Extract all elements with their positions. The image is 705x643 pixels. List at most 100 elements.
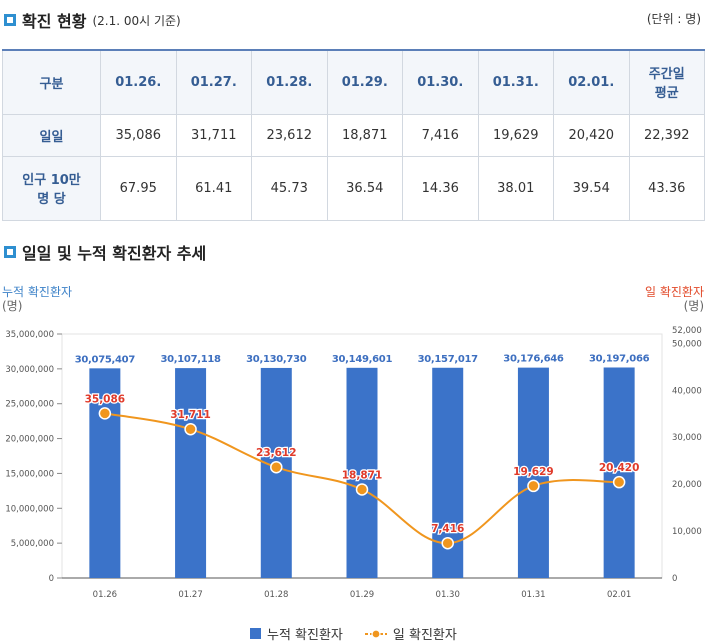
section-square-icon	[4, 14, 16, 26]
legend-bar-swatch	[250, 628, 261, 639]
table-cell: 38.01	[477, 155, 554, 221]
table-cell: 7,416	[402, 113, 479, 157]
header-line: 평균	[654, 86, 679, 102]
table-cell: 36.54	[326, 155, 403, 221]
table-cell: 31,711	[175, 113, 252, 157]
line-data-label: 18,871	[342, 469, 383, 481]
table-header-cell: 02.01.	[553, 49, 630, 115]
line-data-label: 7,416	[431, 523, 464, 535]
line-point	[184, 422, 197, 436]
table-header-cell: 01.28.	[251, 49, 328, 115]
line-data-label: 35,086	[85, 393, 126, 405]
x-axis-tick-label: 02.01	[607, 590, 631, 600]
x-axis-tick-label: 01.30	[436, 590, 460, 600]
line-point	[441, 536, 454, 550]
row-label-line: 인구 10만	[22, 173, 81, 188]
right-axis-unit: (명)	[683, 299, 704, 313]
bar-data-label: 30,075,407	[75, 354, 136, 365]
bar-data-label: 30,176,646	[503, 354, 564, 365]
bar-data-label: 30,130,730	[246, 354, 307, 365]
left-axis-tick-label: 30,000,000	[5, 365, 54, 375]
header-line: 주간일	[648, 67, 685, 83]
legend-line-label: 일 확진환자	[392, 628, 457, 643]
row-label-line: 명 당	[37, 192, 66, 207]
right-axis-tick-label: 20,000	[672, 480, 702, 490]
table-header-cell: 구분	[2, 49, 101, 115]
bar-data-label: 30,157,017	[418, 354, 479, 365]
status-title: 확진 현황	[22, 12, 87, 31]
bar	[603, 367, 635, 578]
table-header-cell: 01.29.	[326, 49, 403, 115]
legend-bar-label: 누적 확진환자	[267, 628, 343, 643]
left-axis-unit: (명)	[2, 299, 23, 313]
x-axis-tick-label: 01.27	[178, 590, 202, 600]
x-axis-tick-label: 01.29	[350, 590, 374, 600]
right-axis-tick-label: 10,000	[672, 527, 702, 537]
line-point	[355, 483, 369, 496]
table-cell: 23,612	[251, 113, 328, 157]
table-header-cell: 01.30.	[402, 49, 479, 115]
line-point	[98, 407, 112, 420]
trend-section-header: 일일 및 누적 확진환자 추세	[0, 240, 206, 264]
table-header-cell: 01.26.	[100, 49, 177, 115]
line-data-label: 31,711	[170, 409, 211, 421]
status-subtitle: (2.1. 00시 기준)	[92, 13, 181, 28]
table-header-cell-average: 주간일 평균	[628, 49, 705, 115]
table-header-row: 구분 01.26. 01.27. 01.28. 01.29. 01.30. 01…	[2, 49, 705, 115]
table-cell: 14.36	[402, 155, 479, 221]
bar	[89, 368, 121, 578]
table-header-cell: 01.27.	[175, 49, 252, 115]
left-axis-tick-label: 35,000,000	[5, 330, 54, 340]
status-section-header: 확진 현황 (2.1. 00시 기준)	[0, 8, 181, 32]
x-axis-tick-label: 01.28	[264, 590, 288, 600]
status-table: 구분 01.26. 01.27. 01.28. 01.29. 01.30. 01…	[2, 49, 705, 221]
section-square-icon	[4, 246, 16, 258]
table-cell: 19,629	[477, 113, 554, 157]
legend-line-swatch	[364, 628, 387, 639]
line-data-label: 20,420	[599, 462, 640, 474]
trend-title: 일일 및 누적 확진환자 추세	[22, 244, 207, 263]
right-axis-tick-label: 50,000	[672, 339, 702, 349]
table-cell: 45.73	[251, 155, 328, 221]
line-point	[612, 475, 626, 489]
line-data-label: 19,629	[513, 466, 554, 478]
right-axis-title: 일 확진환자 (명)	[645, 285, 704, 313]
bar	[175, 368, 207, 578]
trend-chart: 0 5,000,000 10,000,000 15,000,000 20,000,000…	[5, 326, 702, 600]
left-axis-tick-label: 20,000,000	[5, 435, 54, 445]
left-axis-tick-label: 0	[49, 574, 54, 584]
left-axis-tick-label: 15,000,000	[5, 469, 54, 479]
left-axis-tick-label: 5,000,000	[11, 539, 54, 549]
table-cell: 20,420	[553, 113, 630, 157]
bar-data-label: 30,149,601	[332, 354, 393, 365]
x-axis-tick-label: 01.31	[521, 590, 545, 600]
line-data-label: 23,612	[256, 447, 297, 459]
table-row-per-100k: 인구 10만 명 당 67.95 61.41 45.73 36.54 14.36…	[2, 155, 705, 221]
table-cell: 39.54	[553, 155, 630, 221]
table-cell: 22,392	[628, 113, 705, 157]
table-row-daily: 일일 35,086 31,711 23,612 18,871 7,416 19,…	[2, 113, 705, 157]
right-axis-tick-label: 40,000	[672, 386, 702, 396]
table-header-cell: 01.31.	[477, 49, 554, 115]
line-point	[527, 479, 540, 493]
row-label: 인구 10만 명 당	[2, 155, 101, 221]
unit-label: (단위 : 명)	[646, 12, 701, 26]
right-axis-tick-label: 0	[672, 574, 677, 584]
chart-legend: 누적 확진환자 일 확진환자	[250, 624, 457, 643]
left-axis-tick-label: 10,000,000	[5, 504, 54, 514]
right-axis-tick-label: 30,000	[672, 433, 702, 443]
x-axis-tick-label: 01.26	[93, 590, 117, 600]
row-label: 일일	[2, 113, 101, 157]
bar-data-label: 30,197,066	[589, 353, 650, 364]
left-axis-tick-label: 25,000,000	[5, 400, 54, 410]
table-cell: 67.95	[100, 155, 177, 221]
table-cell: 35,086	[100, 113, 177, 157]
table-cell: 61.41	[175, 155, 252, 221]
right-axis-tick-label: 52,000	[672, 326, 702, 336]
bar	[517, 367, 549, 578]
left-axis-title: 누적 확진환자 (명)	[2, 285, 72, 313]
table-cell: 18,871	[326, 113, 403, 157]
bar	[346, 367, 378, 578]
right-axis-title-text: 일 확진환자	[644, 285, 704, 299]
left-axis-title-text: 누적 확진환자	[2, 285, 73, 299]
